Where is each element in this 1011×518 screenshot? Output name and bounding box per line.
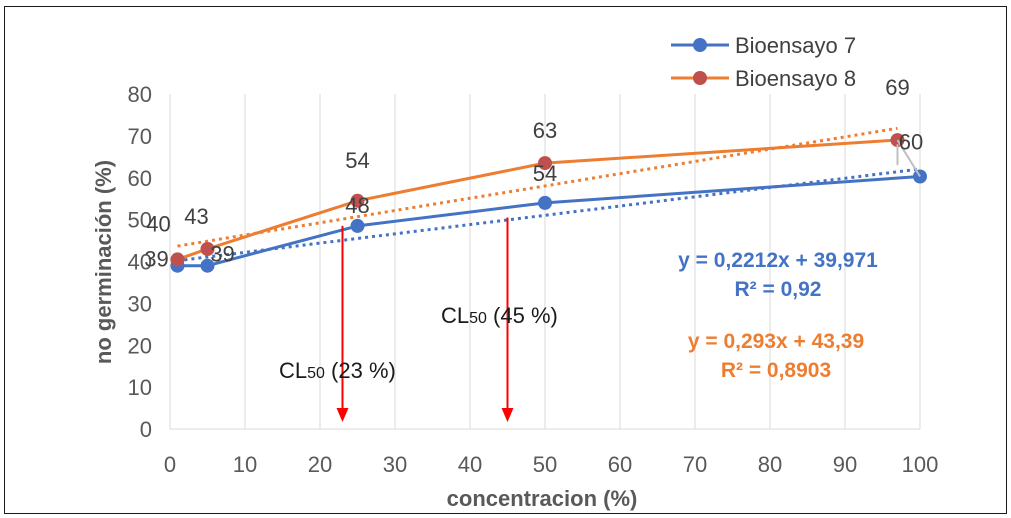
legend-label-bioensayo-7: Bioensayo 7 [735,33,856,58]
x-axis-title: concentracion (%) [447,486,638,511]
y-tick-0: 0 [140,417,152,442]
y-tick-20: 20 [128,333,152,358]
y-tick-30: 30 [128,291,152,316]
trendlines [177,126,921,263]
trendline-series-2 [177,126,898,248]
y-tick-50: 50 [128,208,152,233]
x-tick-60: 60 [608,452,632,477]
data-label-series-2-4: 69 [885,75,909,100]
cl50-arrow-head-1 [501,408,514,422]
y-tick-80: 80 [128,82,152,107]
legend-label-bioensayo-8: Bioensayo 8 [735,66,856,91]
x-tick-80: 80 [758,452,782,477]
legend-item-bioensayo-8: Bioensayo 8 [671,66,856,91]
cl50-arrows [336,217,514,422]
x-tick-20: 20 [308,452,332,477]
x-tick-40: 40 [458,452,482,477]
data-label-series-1-1: 39 [210,242,234,267]
y-tick-labels: 0 10 20 30 40 50 60 70 80 [128,82,152,442]
marker-series-1-3 [538,195,552,210]
legend-item-bioensayo-7: Bioensayo 7 [671,33,856,58]
data-label-series-2-0: 40 [146,211,170,236]
data-labels: 39 39 48 54 60 40 43 54 63 69 [144,75,923,272]
marker-series-1-2 [350,218,365,233]
y-tick-70: 70 [128,124,152,149]
cl50-annotation-45: CL50 (45 %) [441,303,558,328]
series-markers [170,133,927,273]
y-tick-60: 60 [128,166,152,191]
trend-r2-bioensayo-8: R² = 0,8903 [721,359,831,382]
marker-series-2-0 [170,252,185,267]
data-label-series-2-2: 54 [345,148,369,173]
data-label-series-1-3: 54 [533,161,557,186]
data-label-series-1-0: 39 [144,247,168,272]
leader-line-0 [896,139,921,178]
x-tick-100: 100 [902,452,939,477]
trend-r2-bioensayo-7: R² = 0,92 [735,278,822,301]
data-label-series-1-2: 48 [345,193,369,218]
data-label-series-2-1: 43 [184,204,208,229]
data-label-series-2-3: 63 [533,118,557,143]
y-tick-40: 40 [128,250,152,275]
x-tick-70: 70 [683,452,707,477]
trend-equation-bioensayo-8: y = 0,293x + 43,39 [688,330,864,353]
x-tick-50: 50 [533,452,557,477]
marker-series-2-1 [200,241,215,256]
marker-series-1-1 [200,258,215,273]
series-line-2 [177,138,898,261]
marker-series-2-2 [350,193,365,208]
x-tick-10: 10 [233,452,257,477]
trend-equation-bioensayo-7: y = 0,2212x + 39,971 [678,249,878,272]
x-tick-30: 30 [383,452,407,477]
x-tick-labels: 0 10 20 30 40 50 60 70 80 90 100 [164,452,938,477]
grid-lines [169,94,921,430]
x-tick-0: 0 [164,452,176,477]
y-axis-title: no germinación (%) [91,160,116,364]
cl50-arrow-head-0 [336,408,349,422]
legend: Bioensayo 7 Bioensayo 8 [671,33,856,91]
marker-series-2-3 [538,156,552,171]
y-tick-10: 10 [128,375,152,400]
x-tick-90: 90 [833,452,857,477]
cl50-annotation-23: CL50 (23 %) [279,358,396,383]
data-label-series-1-4: 60 [899,129,923,154]
chart-frame [4,6,1007,514]
